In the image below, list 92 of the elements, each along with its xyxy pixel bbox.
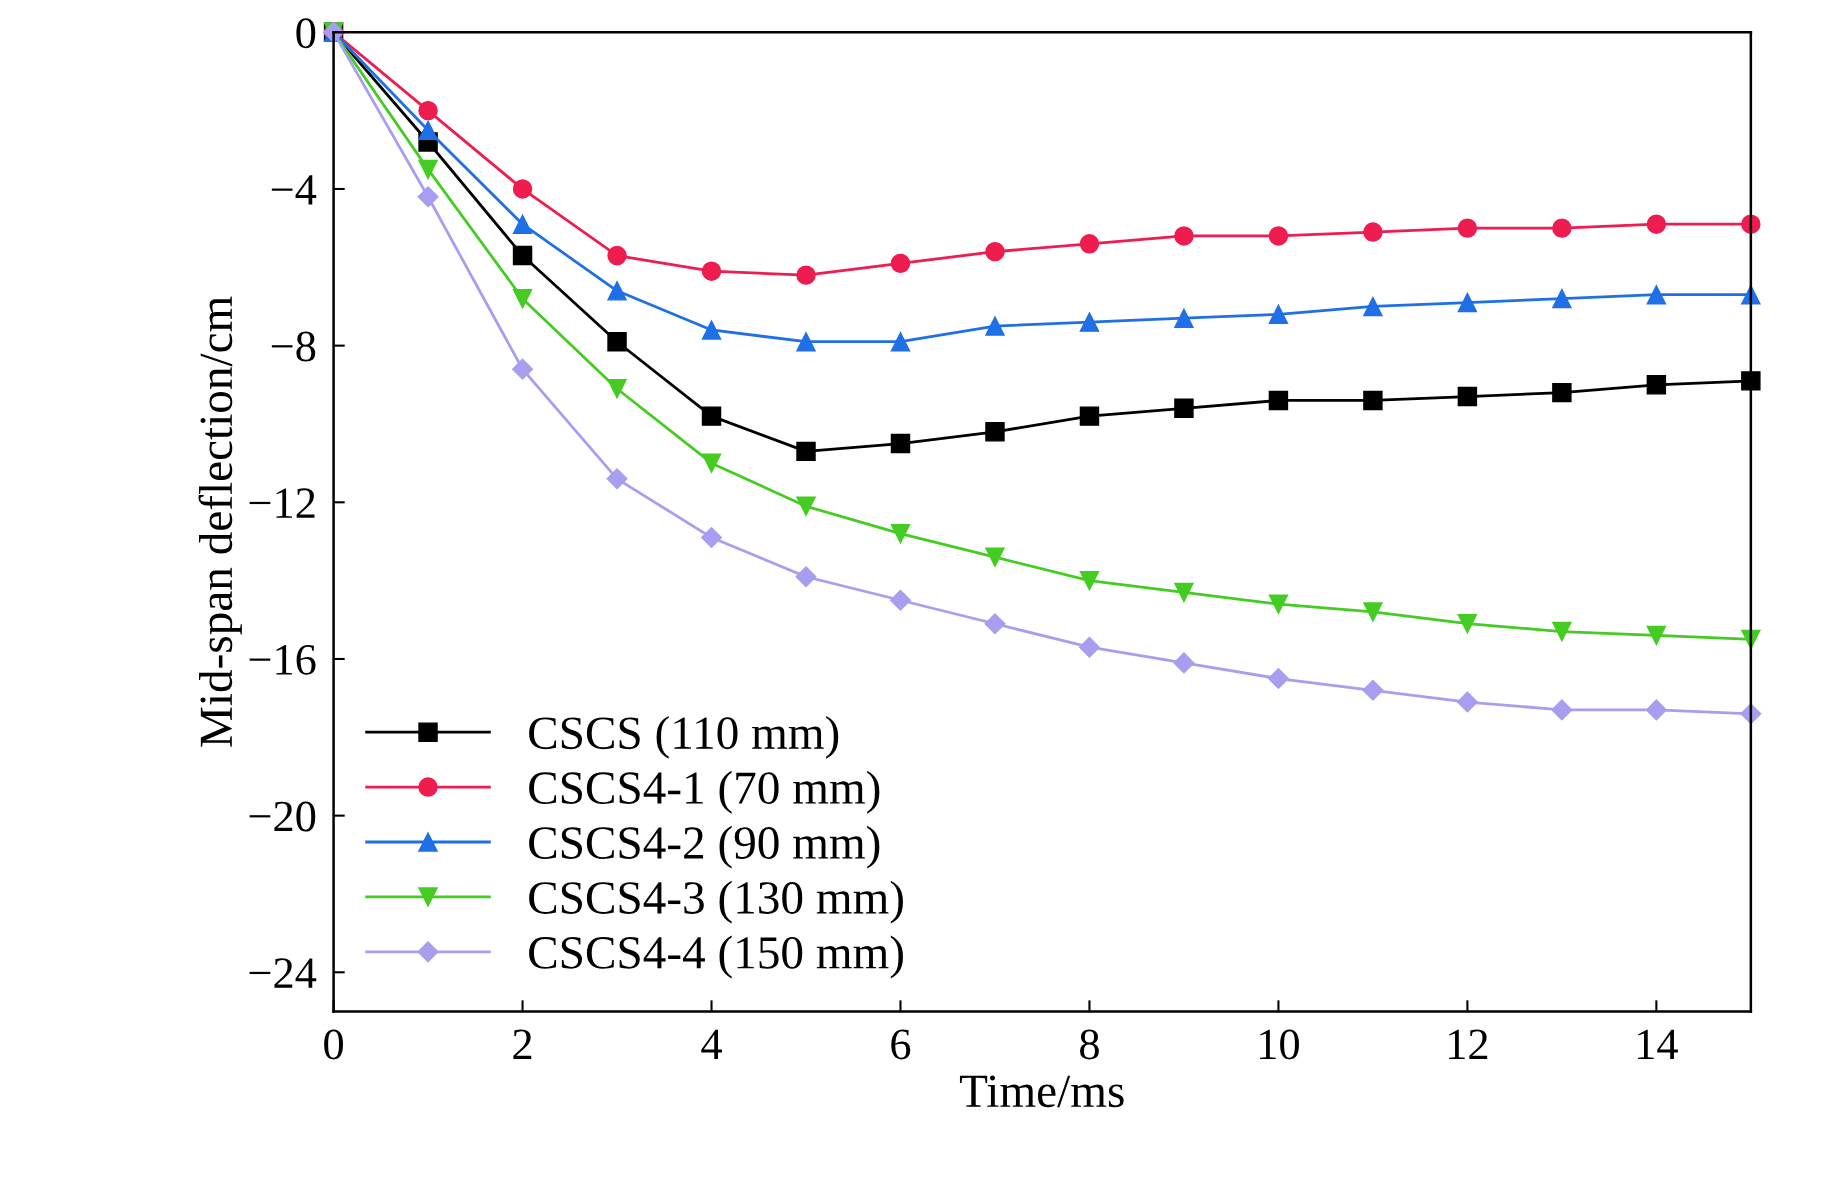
point	[1457, 386, 1478, 407]
point	[796, 332, 816, 352]
point	[512, 179, 533, 199]
point	[1646, 375, 1667, 395]
point	[701, 320, 722, 340]
legend-label: CSCS4-3 (130 mm)	[529, 880, 903, 924]
point	[1363, 222, 1383, 242]
y-tick-label: 0	[296, 18, 316, 49]
point	[701, 527, 723, 549]
point	[606, 468, 628, 490]
point	[1552, 621, 1572, 642]
point	[796, 265, 816, 285]
point	[607, 332, 627, 352]
point	[985, 422, 1005, 442]
point	[796, 441, 816, 462]
x-tick-label: 14	[1638, 1029, 1678, 1059]
point	[1456, 691, 1478, 713]
point	[890, 253, 911, 274]
y-tick-label: −4	[271, 175, 317, 205]
point	[1362, 679, 1384, 701]
point	[512, 214, 533, 234]
point	[1457, 614, 1478, 634]
point	[1363, 296, 1383, 317]
x-tick-label: 4	[701, 1029, 722, 1059]
legend-label: CSCS (110 mm)	[529, 715, 839, 759]
point	[985, 547, 1005, 567]
point	[1079, 234, 1100, 254]
point	[512, 288, 533, 309]
point	[984, 613, 1006, 635]
point	[512, 245, 533, 266]
point	[418, 100, 438, 121]
point	[1645, 699, 1667, 721]
point	[985, 316, 1005, 336]
point	[890, 433, 911, 454]
point	[889, 589, 912, 611]
point	[1646, 214, 1667, 234]
y-tick-label: −8	[271, 331, 316, 362]
point	[1173, 652, 1195, 674]
x-tick-label: 6	[891, 1029, 911, 1060]
point	[417, 186, 439, 208]
point	[1552, 382, 1572, 403]
point	[1741, 371, 1761, 391]
point	[701, 261, 722, 281]
point	[985, 241, 1005, 262]
point	[512, 358, 534, 380]
point	[1078, 636, 1100, 658]
point	[1268, 304, 1289, 325]
point	[1174, 582, 1194, 603]
y-tick-label: −24	[249, 958, 317, 988]
point	[1551, 699, 1573, 721]
point	[1457, 292, 1478, 313]
point	[890, 332, 911, 352]
legend-label: CSCS4-2 (90 mm)	[529, 825, 880, 869]
point	[796, 496, 816, 516]
point	[418, 159, 438, 180]
point	[701, 406, 722, 426]
point	[890, 523, 911, 544]
point	[1174, 308, 1194, 328]
point	[701, 453, 722, 473]
point	[1646, 285, 1667, 305]
point	[1174, 398, 1194, 419]
legend-label: CSCS4-4 (150 mm)	[529, 935, 903, 979]
y-tick-label: −12	[249, 488, 315, 518]
point	[795, 566, 817, 588]
point	[1552, 288, 1572, 309]
point	[1268, 226, 1289, 246]
y-axis-title: Mid-span deflection/cm	[198, 296, 242, 747]
x-tick-label: 12	[1449, 1029, 1488, 1059]
point	[1079, 570, 1100, 591]
point	[1552, 218, 1572, 238]
x-tick-label: 2	[513, 1029, 532, 1059]
x-tick-label: 0	[324, 1029, 343, 1060]
x-tick-label: 8	[1080, 1029, 1099, 1060]
y-tick-label: −16	[249, 644, 316, 675]
point	[1268, 594, 1289, 614]
point	[1646, 625, 1667, 646]
point	[1079, 406, 1100, 426]
point	[418, 120, 438, 140]
point	[607, 379, 627, 399]
point	[607, 281, 627, 301]
point	[1268, 390, 1289, 411]
point	[607, 245, 627, 266]
point	[1079, 312, 1100, 332]
point	[1457, 218, 1478, 238]
x-axis-title: Time/ms	[959, 1075, 1124, 1108]
legend-label: CSCS4-1 (70 mm)	[529, 770, 880, 814]
x-tick-label: 10	[1260, 1029, 1299, 1060]
y-tick-label: −20	[249, 801, 316, 832]
point	[1363, 390, 1383, 411]
point	[1174, 226, 1194, 246]
point	[1363, 602, 1383, 622]
point	[1267, 668, 1289, 690]
